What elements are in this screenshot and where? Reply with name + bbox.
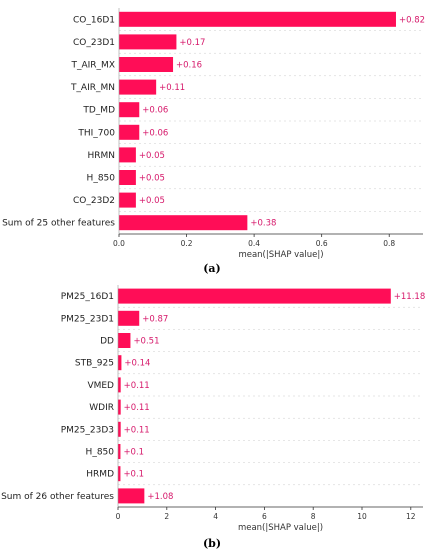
feature-label: PM25_16D1 <box>61 292 114 302</box>
value-label: +0.38 <box>250 219 276 229</box>
value-label: +0.1 <box>123 470 144 480</box>
feature-label: PM25_23D1 <box>61 314 114 324</box>
plot-area: CO_16D1 +0.82 CO_23D1 +0.17 T_AIR_MX +0.16 T_A… <box>2 8 425 260</box>
feature-label: WDIR <box>89 403 114 413</box>
bar <box>119 170 136 185</box>
feature-label: HRMN <box>87 151 115 161</box>
feature-label: Sum of 25 other features <box>2 219 115 229</box>
value-label: +0.17 <box>179 38 205 48</box>
x-tick-label: 0.0 <box>113 239 125 248</box>
value-label: +11.18 <box>394 292 425 302</box>
value-label: +0.16 <box>176 61 202 71</box>
bar <box>118 377 121 393</box>
plot-area: PM25_16D1 +11.18 PM25_23D1 +0.87 DD +0.51 STB_… <box>1 285 425 533</box>
bar <box>119 102 140 118</box>
value-label: +0.05 <box>139 196 165 206</box>
value-label: +0.05 <box>139 151 165 161</box>
feature-label: Sum of 26 other features <box>1 492 114 502</box>
x-tick-label: 12 <box>406 512 416 521</box>
value-label: +0.11 <box>124 381 150 391</box>
panel-b: (b) PM25_16D1 +11.18 PM25_23D1 +0.87 DD +0.51… <box>0 285 429 550</box>
chart-b: (b) PM25_16D1 +11.18 PM25_23D1 +0.87 DD +0.51… <box>1 285 425 550</box>
bar <box>119 124 140 140</box>
feature-label: TD_MD <box>82 106 115 116</box>
feature-label: H_850 <box>87 174 116 184</box>
bar <box>118 444 121 459</box>
bar <box>119 57 174 72</box>
value-label: +0.05 <box>139 174 165 184</box>
feature-label: THI_700 <box>77 128 115 138</box>
value-label: +0.87 <box>142 314 168 324</box>
panel-a: (a) CO_16D1 +0.82 CO_23D1 +0.17 T_AIR_MX +0.1… <box>2 8 425 275</box>
bar <box>118 421 121 437</box>
bar <box>118 466 121 482</box>
feature-label: H_850 <box>86 448 115 458</box>
bar <box>119 79 157 95</box>
bar <box>119 192 136 208</box>
value-label: +0.14 <box>124 359 150 369</box>
bar <box>118 399 121 415</box>
feature-label: T_AIR_MX <box>71 61 116 71</box>
bar <box>118 488 145 504</box>
feature-label: T_AIR_MN <box>70 83 115 93</box>
caption-a: (a) <box>203 262 221 275</box>
caption-b: (b) <box>203 537 221 550</box>
bar <box>119 147 136 163</box>
x-tick-label: 2 <box>164 512 169 521</box>
feature-label: STB_925 <box>75 359 114 369</box>
value-label: +0.06 <box>142 106 168 116</box>
x-tick-label: 0.8 <box>383 239 395 248</box>
feature-label: CO_16D1 <box>73 15 115 25</box>
bar <box>118 333 131 348</box>
feature-label: DD <box>100 337 114 347</box>
feature-label: CO_23D1 <box>73 38 115 48</box>
bar <box>119 11 396 27</box>
x-tick-label: 8 <box>311 512 316 521</box>
bar <box>119 34 177 50</box>
value-label: +0.82 <box>399 15 425 25</box>
x-axis-label: mean(|SHAP value|) <box>238 250 323 260</box>
x-tick-label: 4 <box>213 512 218 521</box>
x-tick-label: 6 <box>262 512 267 521</box>
x-tick-label: 0.2 <box>181 239 193 248</box>
feature-label: PM25_23D3 <box>61 425 114 435</box>
value-label: +0.11 <box>124 403 150 413</box>
chart-a: (a) CO_16D1 +0.82 CO_23D1 +0.17 T_AIR_MX +0.1… <box>2 8 425 275</box>
feature-label: CO_23D2 <box>73 196 115 206</box>
bar <box>118 310 140 326</box>
bar <box>118 288 391 304</box>
value-label: +0.51 <box>133 337 159 347</box>
x-tick-label: 0.4 <box>248 239 260 248</box>
value-label: +1.08 <box>147 492 173 502</box>
value-label: +0.06 <box>142 128 168 138</box>
x-tick-label: 0 <box>116 512 121 521</box>
bar <box>119 215 248 231</box>
value-label: +0.11 <box>159 83 185 93</box>
bar <box>118 355 122 371</box>
value-label: +0.11 <box>124 425 150 435</box>
x-axis-label: mean(|SHAP value|) <box>238 523 323 533</box>
feature-label: HRMD <box>86 470 114 480</box>
x-tick-label: 10 <box>357 512 367 521</box>
feature-label: VMED <box>87 381 114 391</box>
value-label: +0.1 <box>123 448 144 458</box>
x-tick-label: 0.6 <box>316 239 328 248</box>
